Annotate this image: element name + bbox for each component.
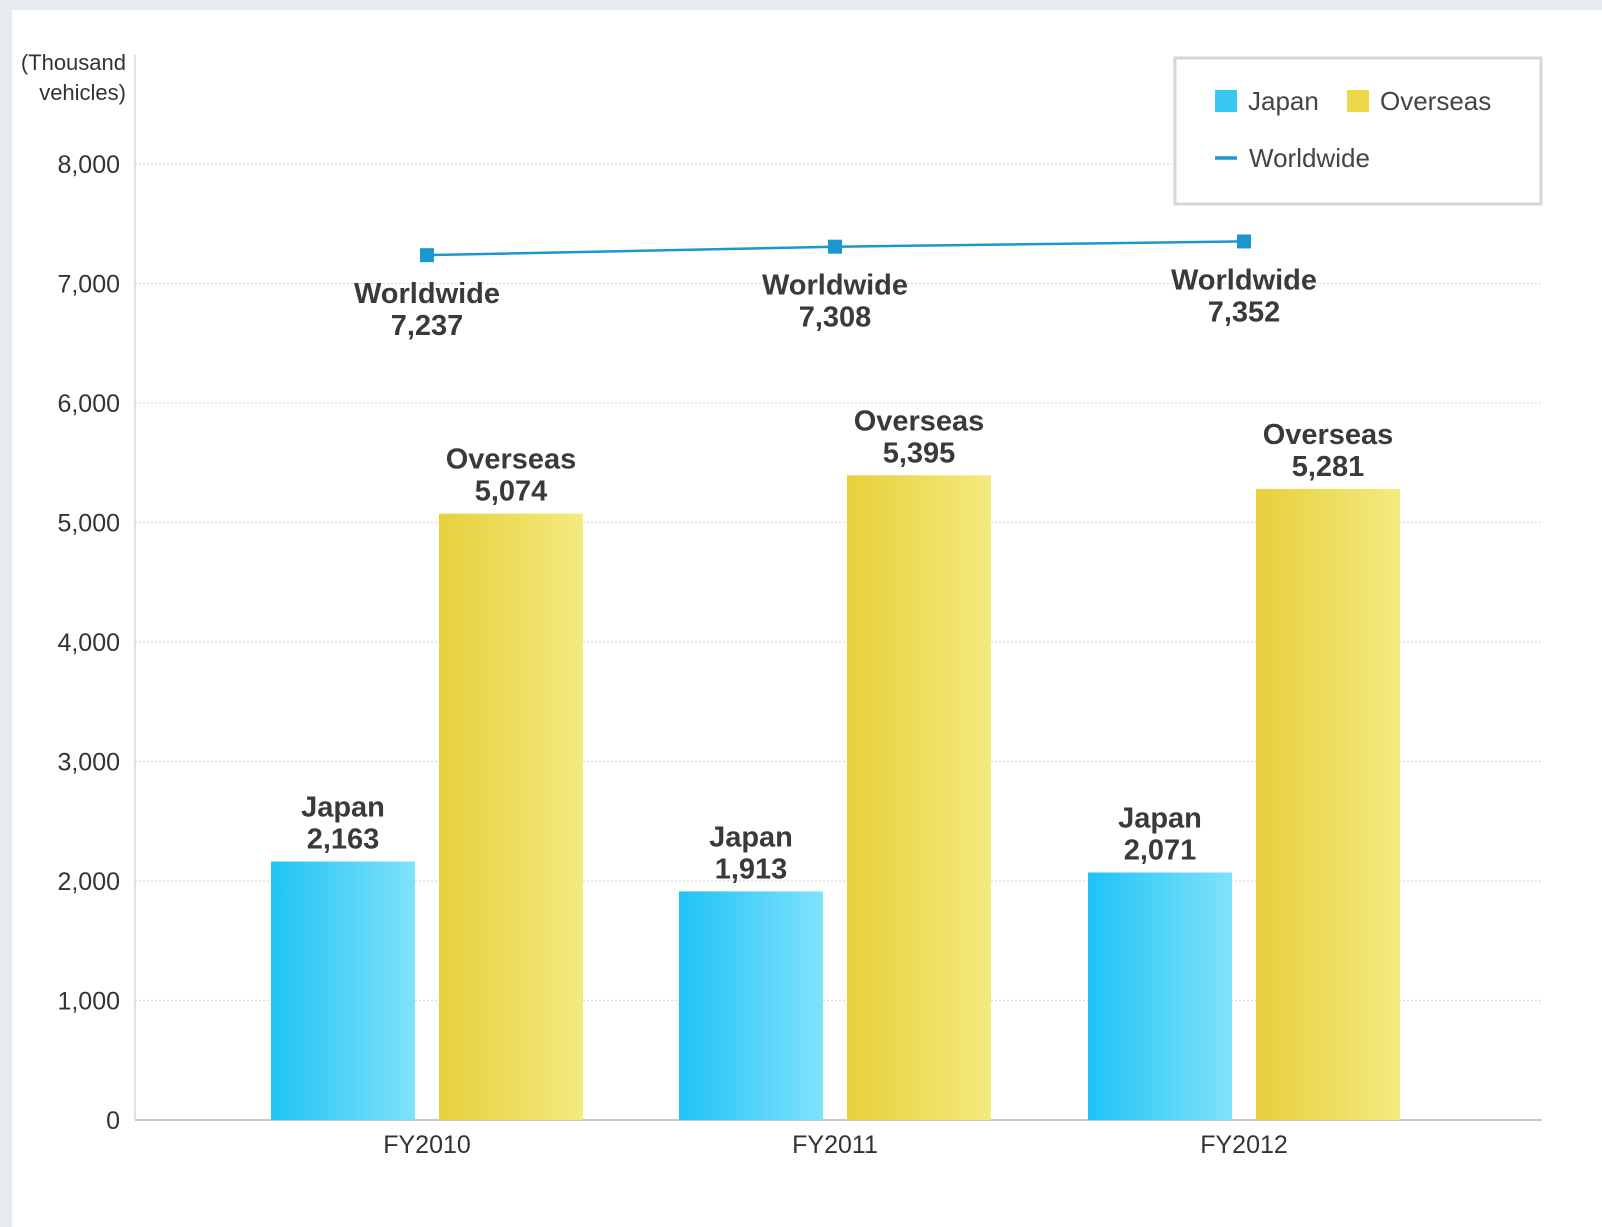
y-tick-label: 1,000 [57, 988, 120, 1016]
y-tick-label: 2,000 [57, 868, 120, 896]
legend-japan-label: Japan [1248, 86, 1319, 116]
overseas-bar [439, 513, 583, 1120]
overseas-bar-name-label: Overseas [446, 444, 577, 476]
y-tick-label: 4,000 [57, 629, 120, 657]
japan-bar-name-label: Japan [709, 821, 793, 853]
worldwide-value-label: 7,308 [799, 302, 872, 334]
worldwide-marker [420, 248, 434, 263]
worldwide-marker [828, 239, 842, 254]
japan-bar [1088, 872, 1232, 1120]
legend-frame [1173, 56, 1543, 206]
overseas-bar-value-label: 5,395 [883, 437, 956, 469]
worldwide-name-label: Worldwide [354, 278, 500, 310]
worldwide-marker [1237, 234, 1251, 249]
legend-japan-swatch [1215, 90, 1237, 112]
legend-worldwide-label: Worldwide [1249, 143, 1370, 173]
y-tick-label: 0 [106, 1107, 120, 1135]
overseas-bar [847, 475, 991, 1120]
japan-bar [271, 861, 415, 1120]
worldwide-name-label: Worldwide [1171, 264, 1317, 296]
japan-bar-value-label: 1,913 [715, 853, 788, 885]
y-tick-label: 5,000 [57, 510, 120, 538]
worldwide-value-label: 7,352 [1208, 296, 1281, 328]
japan-bar-value-label: 2,163 [307, 824, 380, 856]
japan-bar-name-label: Japan [1118, 803, 1202, 835]
overseas-bar-name-label: Overseas [1263, 419, 1394, 451]
y-unit-label-line2: vehicles) [39, 80, 126, 105]
legend-overseas-label: Overseas [1380, 86, 1491, 116]
y-tick-label: 7,000 [57, 271, 120, 299]
y-unit-label-line1: (Thousand [21, 50, 126, 75]
overseas-bar [1256, 488, 1400, 1120]
y-tick-label: 8,000 [57, 151, 120, 179]
x-category-label: FY2011 [792, 1131, 878, 1159]
japan-bar-name-label: Japan [301, 792, 385, 824]
worldwide-name-label: Worldwide [762, 270, 908, 302]
japan-bar-value-label: 2,071 [1124, 835, 1197, 867]
worldwide-value-label: 7,237 [391, 310, 464, 342]
bar-line-chart: 0 1,000 2,000 3,000 4,000 5,000 6,000 7,000 8,00… [21, 50, 1543, 1159]
legend-overseas-swatch [1347, 90, 1369, 112]
overseas-bar-value-label: 5,281 [1292, 451, 1365, 483]
x-category-label: FY2010 [383, 1131, 471, 1159]
x-category-label: FY2012 [1200, 1131, 1288, 1159]
y-tick-label: 3,000 [57, 749, 120, 777]
overseas-bar-value-label: 5,074 [475, 476, 548, 508]
y-tick-label: 6,000 [57, 390, 120, 418]
chart-panel: 0 1,000 2,000 3,000 4,000 5,000 6,000 7,000 8,00… [12, 10, 1602, 1227]
chart-legend: Japan Overseas Worldwide [1173, 56, 1543, 206]
japan-bar [679, 891, 823, 1120]
overseas-bar-name-label: Overseas [854, 405, 985, 437]
